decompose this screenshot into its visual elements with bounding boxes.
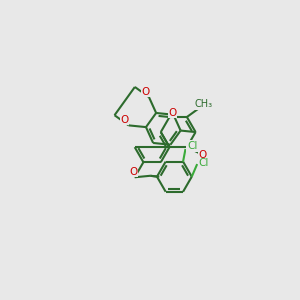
Text: O: O (168, 107, 177, 118)
Text: O: O (142, 87, 150, 97)
Text: O: O (129, 167, 138, 177)
Text: Cl: Cl (187, 141, 197, 151)
Text: O: O (120, 115, 128, 125)
Text: Cl: Cl (199, 158, 209, 168)
Text: CH₃: CH₃ (195, 99, 213, 110)
Text: O: O (198, 150, 207, 160)
